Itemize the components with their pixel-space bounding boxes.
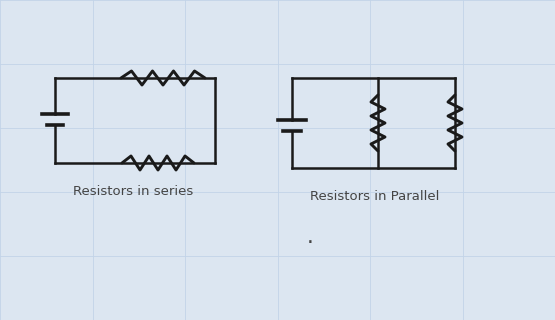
Text: Resistors in Parallel: Resistors in Parallel [310, 190, 440, 203]
Text: Resistors in series: Resistors in series [73, 185, 193, 198]
Text: .: . [306, 227, 314, 247]
